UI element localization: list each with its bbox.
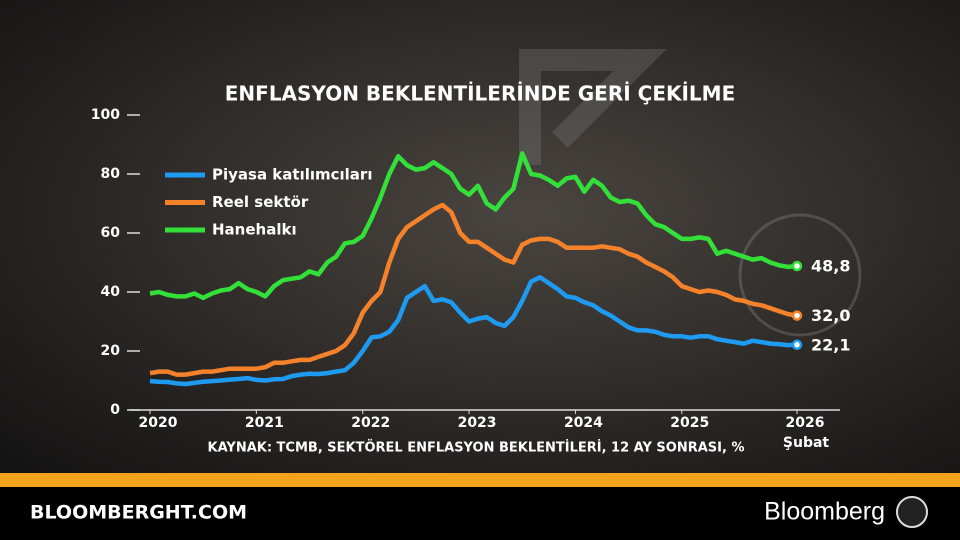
legend-label: Piyasa katılımcıları	[212, 166, 372, 184]
chart-title: ENFLASYON BEKLENTİLERİNDE GERİ ÇEKİLME	[225, 82, 735, 106]
series-line	[149, 275, 798, 387]
x-tick-label: 2023	[458, 415, 497, 431]
y-tick-label: 80	[101, 166, 121, 182]
y-tick-label: 0	[110, 402, 120, 418]
footer-brand: Bloomberg	[764, 498, 885, 526]
end-label: 22,1	[811, 335, 850, 354]
x-tick-label: 2020	[139, 415, 178, 431]
end-dot	[791, 339, 803, 351]
series-line	[149, 151, 798, 301]
legend-label: Reel sektör	[212, 193, 309, 211]
y-tick-label: 100	[91, 107, 120, 123]
footer-bar	[0, 487, 960, 540]
end-dot	[791, 260, 803, 272]
end-label: 32,0	[811, 306, 850, 325]
footer-logo	[896, 496, 928, 528]
series-line	[149, 202, 798, 377]
end-label: 48,8	[811, 257, 850, 276]
end-dot	[791, 310, 803, 321]
x-tick-label: 2021	[245, 415, 284, 431]
x-tick-label: 2025	[670, 415, 709, 431]
y-tick-label: 60	[101, 225, 121, 241]
background	[0, 0, 960, 473]
x-tick-label: 2022	[351, 415, 390, 431]
x-tick-label: 2026	[786, 415, 825, 431]
watermark-logo	[738, 213, 862, 337]
background-arrow	[519, 49, 667, 165]
source: KAYNAK: TCMB, SEKTÖREL ENFLASYON BEKLENT…	[208, 440, 745, 456]
x-end-note: Şubat	[783, 435, 830, 451]
y-tick-label: 40	[101, 284, 121, 300]
x-tick-label: 2024	[564, 415, 603, 431]
y-tick-label: 20	[101, 343, 121, 359]
legend-label: Hanehalkı	[212, 221, 297, 239]
footer-stripe	[0, 473, 960, 487]
footer-site: BLOOMBERGHT.COM	[30, 502, 247, 524]
